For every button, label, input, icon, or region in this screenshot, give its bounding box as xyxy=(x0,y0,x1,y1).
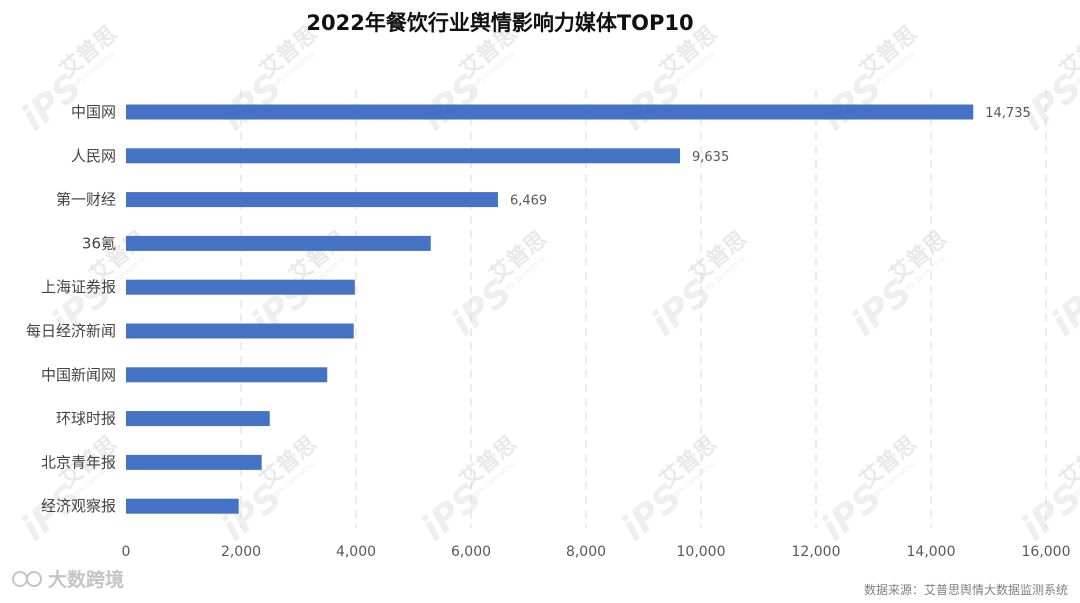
footer-logo-icon xyxy=(12,571,42,587)
watermark-logo: iPS xyxy=(1044,271,1080,344)
category-label: 中国新闻网 xyxy=(41,366,116,384)
x-tick-label: 4,000 xyxy=(336,544,376,560)
bar xyxy=(126,192,498,208)
x-tick-label: 6,000 xyxy=(451,544,491,560)
category-label: 经济观察报 xyxy=(41,497,116,515)
bar xyxy=(126,148,681,164)
bar xyxy=(126,104,974,120)
category-label: 每日经济新闻 xyxy=(26,322,116,340)
category-label: 环球时报 xyxy=(56,410,116,428)
bars-group xyxy=(126,104,974,514)
category-label: 中国网 xyxy=(71,103,116,121)
bar xyxy=(126,235,431,251)
chart-title: 2022年餐饮行业舆情影响力媒体TOP10 xyxy=(306,11,693,35)
bar xyxy=(126,323,354,339)
category-label: 北京青年报 xyxy=(41,453,116,471)
category-label: 36氪 xyxy=(82,234,116,252)
data-labels: 14,735 9,635 6,469 xyxy=(510,106,1031,209)
category-label: 上海证券报 xyxy=(41,278,116,296)
x-tick-label: 0 xyxy=(122,544,131,560)
x-tick-label: 2,000 xyxy=(221,544,261,560)
category-label: 第一财经 xyxy=(56,191,116,209)
data-label: 9,635 xyxy=(692,150,729,165)
x-tick-label: 8,000 xyxy=(566,544,606,560)
x-tick-label: 14,000 xyxy=(907,544,956,560)
category-label: 人民网 xyxy=(71,147,116,165)
bar xyxy=(126,454,262,470)
footer: 大数跨境 数据来源：艾普思舆情大数据监测系统 xyxy=(12,568,1068,597)
data-label: 14,735 xyxy=(985,106,1030,121)
x-tick-label: 16,000 xyxy=(1022,544,1071,560)
footer-logo-text: 大数跨境 xyxy=(48,568,124,591)
bar xyxy=(126,279,355,295)
source-note: 数据来源：艾普思舆情大数据监测系统 xyxy=(864,582,1068,597)
x-tick-labels: 0 2,000 4,000 6,000 8,000 10,000 12,000 14,000 1… xyxy=(122,544,1071,560)
bar xyxy=(126,498,239,514)
data-label: 6,469 xyxy=(510,194,547,209)
bar xyxy=(126,411,270,427)
bar xyxy=(126,367,328,383)
x-tick-label: 10,000 xyxy=(677,544,726,560)
x-tick-label: 12,000 xyxy=(792,544,841,560)
